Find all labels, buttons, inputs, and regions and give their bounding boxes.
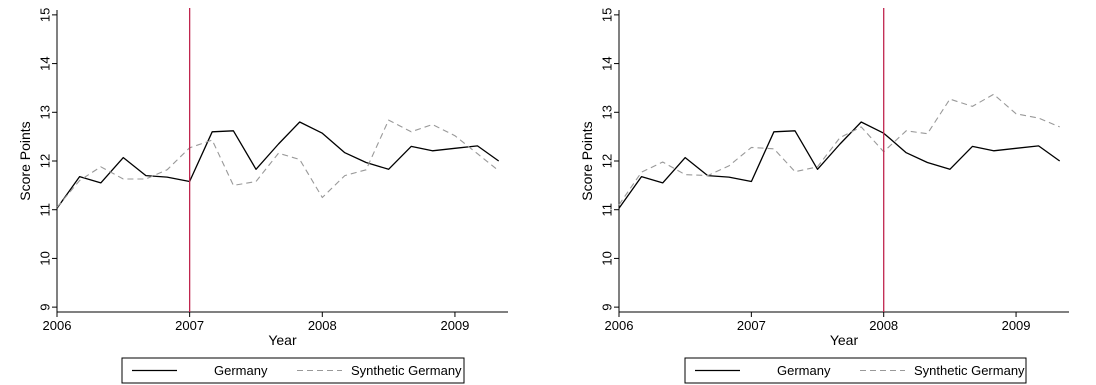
legend-label-synthetic-germany: Synthetic Germany: [914, 363, 1025, 378]
y-tick-label: 13: [38, 105, 53, 119]
x-tick-label: 2008: [869, 318, 898, 333]
y-tick-label: 13: [600, 105, 615, 119]
x-tick-label: 2008: [308, 318, 337, 333]
x-axis-title: Year: [268, 332, 297, 348]
y-tick-label: 15: [38, 8, 53, 22]
series-line-synthetic-germany: [618, 93, 1060, 206]
chart-panel-1: 9 10 11 12 13 14 15 2006 2007 2008 2009 Year Score P…: [17, 8, 508, 384]
y-tick-label: 14: [600, 56, 615, 70]
y-axis-title: Score Points: [579, 121, 595, 200]
x-axis-title: Year: [830, 332, 859, 348]
y-axis-title: Score Points: [17, 121, 33, 200]
y-tick-label: 11: [600, 203, 615, 217]
legend-label-germany: Germany: [777, 363, 831, 378]
series-line-synthetic-germany: [56, 119, 500, 208]
y-tick-label: 12: [600, 154, 615, 168]
y-tick-label: 9: [600, 304, 615, 311]
legend-box: [684, 357, 1027, 384]
x-tick-label: 2007: [175, 318, 204, 333]
y-tick-label: 12: [38, 154, 53, 168]
legend-box: [121, 357, 465, 384]
x-tick-label: 2006: [605, 318, 634, 333]
y-tick-label: 14: [38, 56, 53, 70]
series-line-germany: [618, 121, 1061, 209]
y-tick-label: 10: [38, 251, 53, 265]
legend: Germany Synthetic Germany: [121, 357, 465, 384]
x-tick-label: 2006: [43, 318, 72, 333]
legend-label-germany: Germany: [214, 363, 268, 378]
legend-label-synthetic-germany: Synthetic Germany: [351, 363, 462, 378]
chart-panel-2: 9 10 11 12 13 14 15 2006 2007 2008 2009 Year Score P…: [579, 8, 1069, 384]
y-tick-label: 15: [600, 8, 615, 22]
series-line-germany: [56, 121, 500, 209]
y-tick-label: 11: [38, 203, 53, 217]
x-tick-label: 2009: [1002, 318, 1031, 333]
y-tick-label: 10: [600, 251, 615, 265]
legend: Germany Synthetic Germany: [684, 357, 1027, 384]
x-tick-label: 2007: [737, 318, 766, 333]
y-tick-label: 9: [38, 304, 53, 311]
x-tick-label: 2009: [440, 318, 469, 333]
